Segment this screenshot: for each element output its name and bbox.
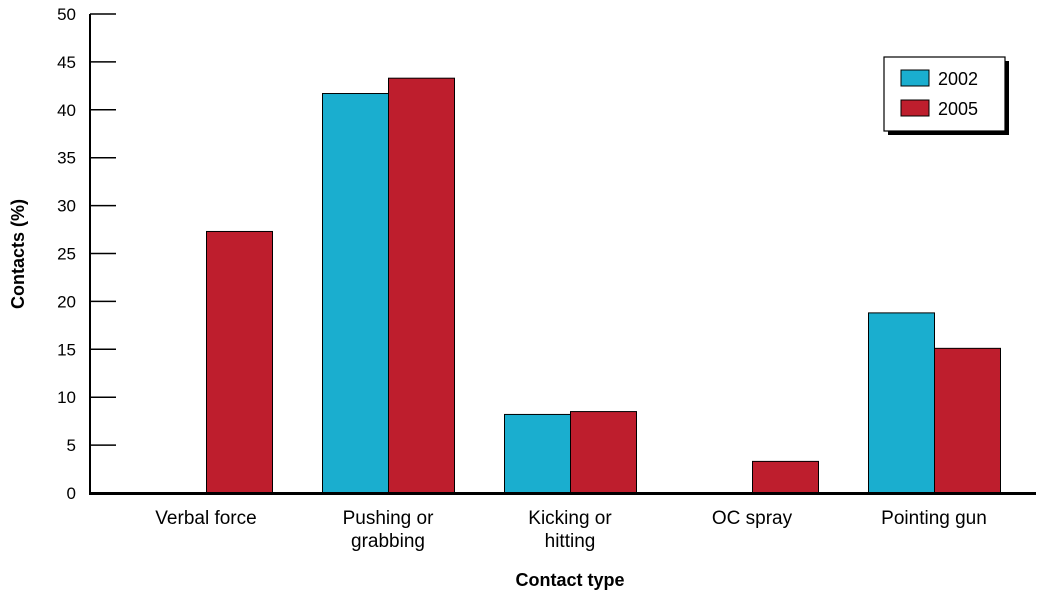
bar-2005-1 [388, 77, 455, 494]
bar-2005-2 [570, 411, 637, 494]
bar-2002-2 [504, 413, 571, 494]
y-tick-label: 50 [57, 5, 76, 24]
x-tick-label: grabbing [351, 531, 425, 552]
y-tick-label: 25 [57, 245, 76, 264]
bars-layer [206, 77, 1001, 494]
y-tick-label: 5 [67, 436, 76, 455]
y-tick-label: 35 [57, 149, 76, 168]
x-axis-title: Contact type [515, 570, 624, 590]
y-axis-title: Contacts (%) [8, 199, 28, 309]
x-tick-label: Kicking or [528, 508, 612, 529]
legend: 2002 2005 [883, 56, 1009, 135]
y-tick-label: 20 [57, 292, 76, 311]
bar-2002-4 [868, 312, 935, 494]
legend-label-2005: 2005 [938, 99, 978, 119]
x-tick-label: Pointing gun [881, 508, 987, 529]
bar-2005-0 [206, 230, 273, 494]
y-tick-label: 45 [57, 53, 76, 72]
y-tick-label: 30 [57, 197, 76, 216]
y-axis-ticks: 0 5 10 15 20 25 30 35 40 45 50 [57, 5, 116, 503]
legend-swatch-2002 [900, 69, 930, 87]
y-tick-label: 40 [57, 101, 76, 120]
y-tick-label: 0 [67, 484, 76, 503]
legend-label-2002: 2002 [938, 69, 978, 89]
y-tick-label: 10 [57, 388, 76, 407]
bar-2005-3 [752, 460, 819, 494]
bar-2002-1 [322, 93, 389, 494]
x-tick-label: Pushing or [343, 508, 435, 529]
bar-2005-4 [934, 347, 1001, 494]
x-tick-label: OC spray [712, 508, 793, 529]
y-tick-label: 15 [57, 340, 76, 359]
legend-swatch-2005 [900, 99, 930, 117]
x-tick-label: Verbal force [155, 508, 256, 529]
x-tick-label: hitting [545, 531, 596, 552]
legend-box [883, 56, 1006, 132]
